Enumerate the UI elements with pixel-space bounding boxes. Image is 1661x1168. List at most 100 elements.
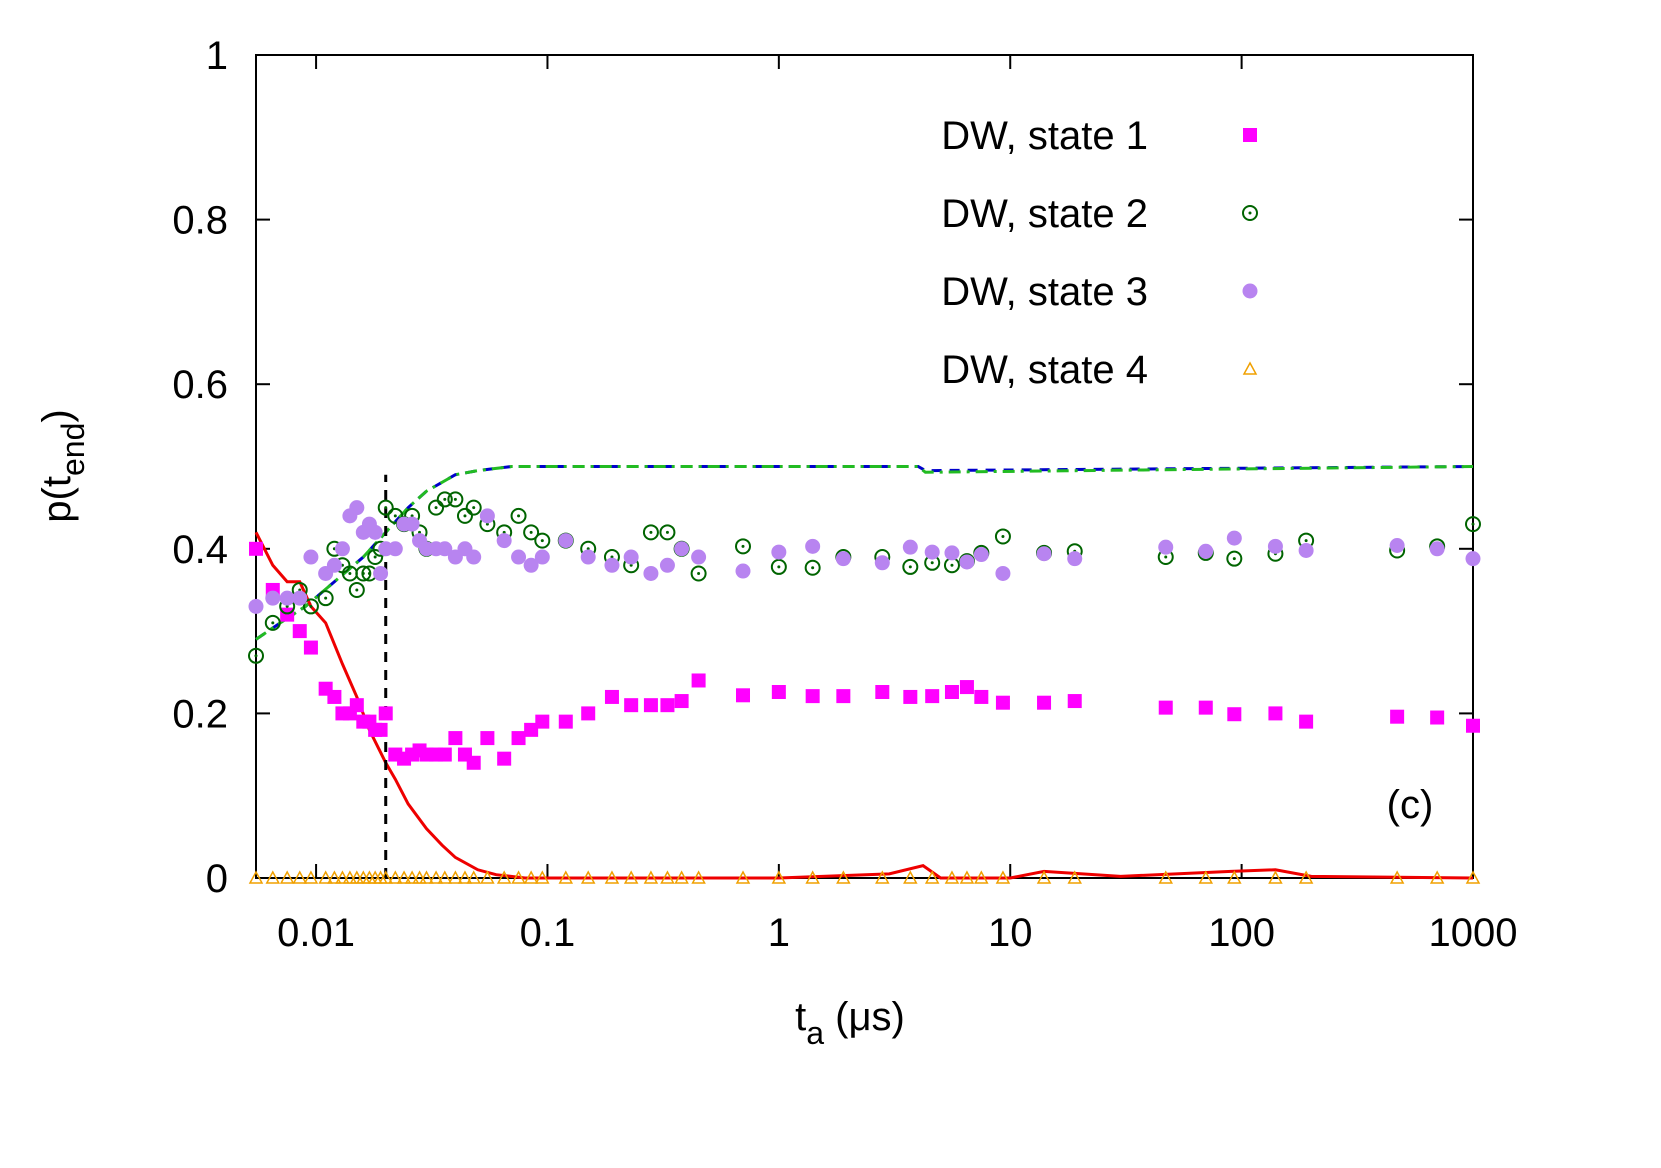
point: [1158, 700, 1173, 715]
point-ring: [902, 558, 919, 575]
point-ring: [465, 499, 482, 516]
point: [524, 722, 539, 737]
point-dot: [741, 544, 745, 548]
point: [280, 607, 295, 622]
point: [691, 549, 707, 565]
point: [534, 532, 551, 549]
point-dot: [485, 522, 489, 526]
point: [292, 590, 308, 606]
point-dot: [777, 565, 781, 569]
y-tick-label: 0.4: [172, 528, 228, 572]
point-dot: [649, 530, 653, 534]
point-ring: [348, 581, 365, 598]
point: [264, 614, 281, 631]
point: [623, 549, 639, 565]
y-axis-label: p(tend): [35, 409, 91, 522]
point: [902, 558, 919, 575]
point: [248, 598, 264, 614]
point-ring: [447, 491, 464, 508]
point: [466, 549, 482, 565]
point: [419, 870, 434, 884]
point: [327, 870, 342, 884]
legend-label: DW, state 3: [941, 270, 1148, 314]
point: [388, 870, 403, 884]
point: [342, 870, 358, 884]
point: [691, 673, 706, 688]
point: [736, 688, 751, 703]
point: [448, 731, 463, 746]
point: [378, 870, 393, 884]
point: [558, 870, 574, 884]
point-ring: [1242, 205, 1258, 221]
point-dot: [309, 604, 313, 608]
point-dot: [472, 506, 476, 510]
x-tick-label: 1000: [1429, 911, 1518, 955]
point: [875, 685, 890, 700]
point: [604, 689, 619, 704]
point: [903, 870, 918, 884]
x-tick-label: 1: [768, 911, 790, 955]
y-tick-label: 0.2: [172, 692, 228, 736]
point: [771, 685, 786, 700]
point: [944, 870, 960, 884]
point: [959, 870, 975, 884]
point: [805, 870, 820, 884]
x-tick-label: 0.1: [520, 911, 576, 955]
point: [1036, 870, 1052, 884]
point-dot: [908, 565, 912, 569]
point-ring: [510, 507, 527, 524]
point-dot: [1164, 555, 1168, 559]
point: [1158, 539, 1174, 555]
point-dot: [1248, 211, 1252, 215]
point-ring: [770, 558, 787, 575]
point-dot: [367, 571, 371, 575]
point-dot: [418, 530, 422, 534]
point-dot: [254, 654, 258, 658]
point: [1227, 870, 1242, 884]
point: [535, 714, 550, 729]
point: [925, 689, 940, 704]
x-tick-label: 100: [1208, 911, 1275, 955]
point: [466, 755, 481, 770]
point: [437, 541, 453, 557]
point-dot: [384, 506, 388, 510]
point-dot: [324, 596, 328, 600]
point: [771, 544, 787, 560]
point: [511, 870, 526, 884]
point: [428, 870, 444, 884]
point: [1298, 542, 1314, 558]
point: [643, 698, 658, 713]
point: [1429, 541, 1445, 557]
point: [523, 557, 539, 573]
point: [690, 565, 707, 582]
point: [335, 870, 350, 884]
point: [1429, 870, 1445, 884]
point: [248, 870, 264, 884]
point-ring: [735, 538, 752, 555]
point: [373, 565, 389, 581]
point: [1067, 870, 1082, 884]
point: [1268, 870, 1283, 884]
point: [836, 870, 851, 884]
point-dot: [629, 563, 633, 567]
point-dot: [443, 497, 447, 501]
point-ring: [804, 559, 821, 576]
point: [510, 507, 527, 524]
point: [902, 539, 918, 555]
legend-marker: [1242, 361, 1258, 375]
point: [903, 689, 918, 704]
point-dot: [271, 621, 275, 625]
point: [604, 557, 620, 573]
point: [279, 590, 295, 606]
point-dot: [950, 563, 954, 567]
point-dot: [517, 514, 521, 518]
point: [1067, 694, 1082, 709]
legend-marker: [1242, 205, 1258, 221]
point-dot: [348, 571, 352, 575]
x-tick-label: 10: [988, 911, 1033, 955]
point: [367, 524, 383, 540]
point-ring: [387, 507, 404, 524]
point: [660, 698, 675, 713]
point: [804, 559, 821, 576]
